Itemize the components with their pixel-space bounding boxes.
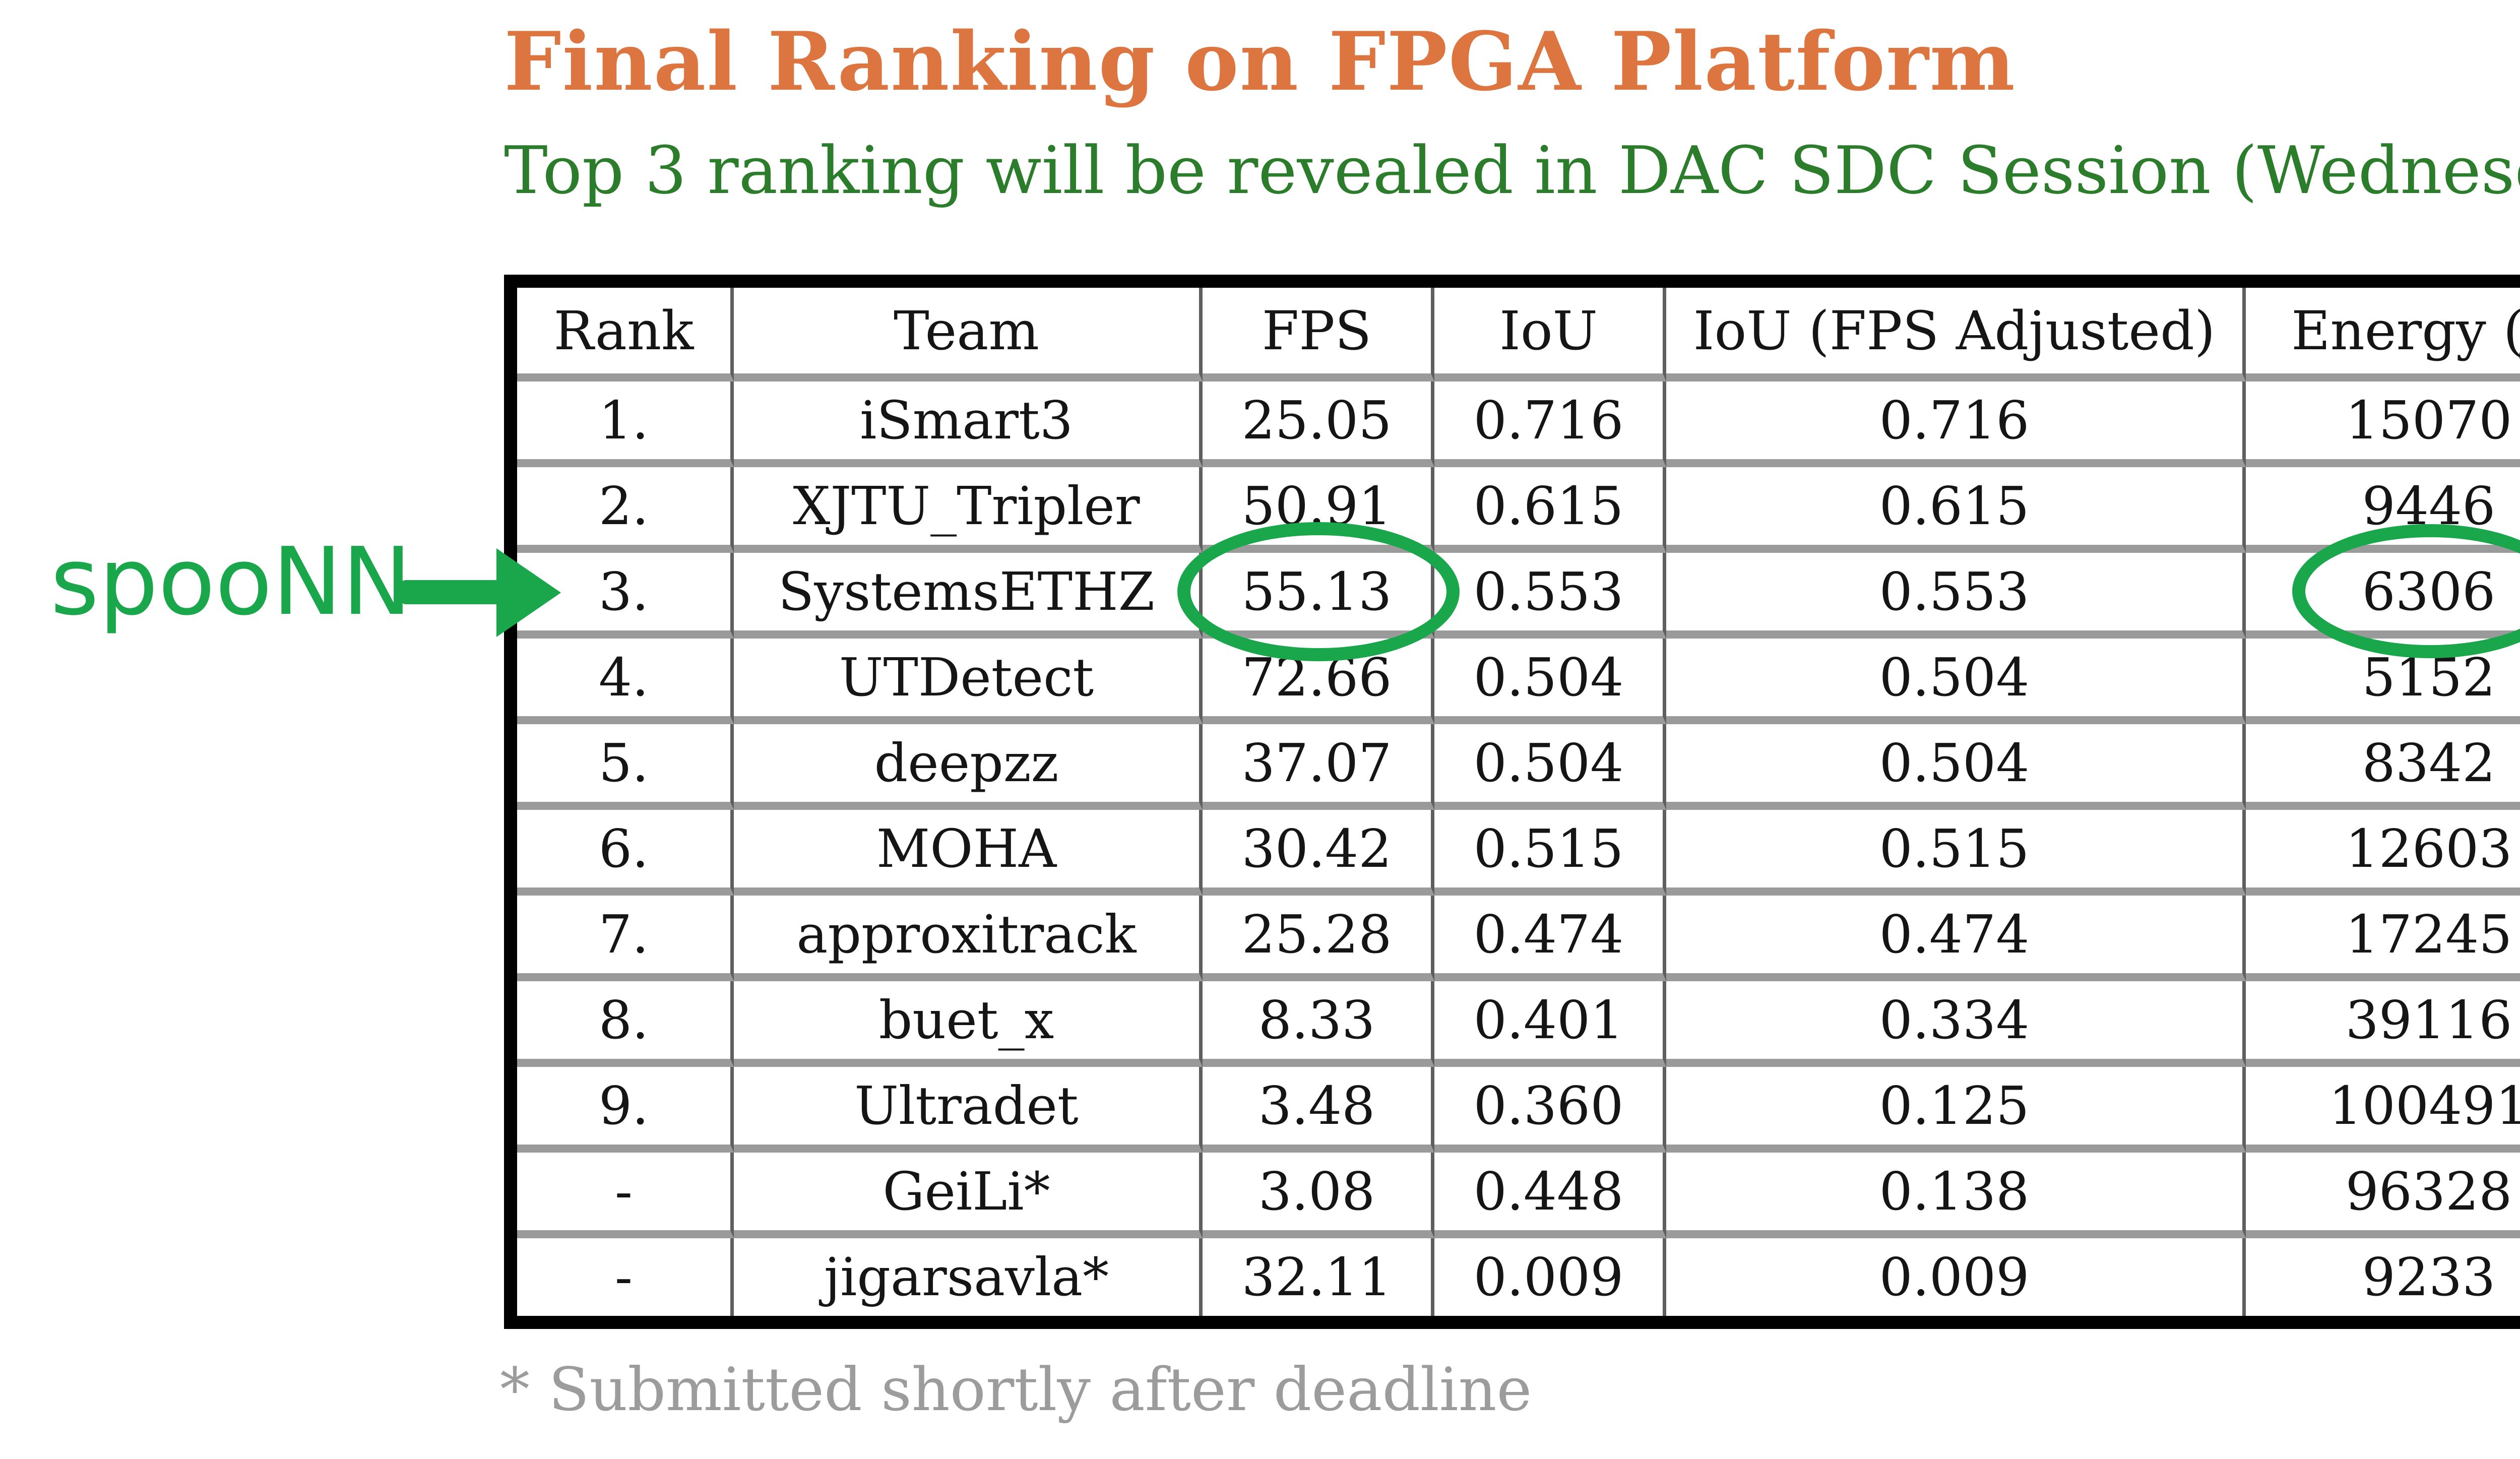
column-header: FPS xyxy=(1203,288,1434,382)
table-cell: 8342 xyxy=(2246,724,2520,810)
table-cell: 25.28 xyxy=(1203,896,1434,981)
column-header: IoU (FPS Adjusted) xyxy=(1666,288,2246,382)
table-cell: 3.08 xyxy=(1203,1153,1434,1238)
table-cell: 0.474 xyxy=(1666,896,2246,981)
table-cell: 4. xyxy=(517,639,734,724)
column-header: Energy (J) xyxy=(2246,288,2520,382)
table-cell: 2. xyxy=(517,467,734,553)
table-cell: 37.07 xyxy=(1203,724,1434,810)
table-cell: 17245 xyxy=(2246,896,2520,981)
table-cell: 8.33 xyxy=(1203,981,1434,1067)
column-header: Team xyxy=(734,288,1203,382)
table-cell: 15070 xyxy=(2246,382,2520,467)
table-cell: 0.504 xyxy=(1434,724,1666,810)
table-cell: 0.334 xyxy=(1666,981,2246,1067)
page-title: Final Ranking on FPGA Platform xyxy=(504,14,2016,109)
table-cell: jigarsavla* xyxy=(734,1238,1203,1316)
column-header: Rank xyxy=(517,288,734,382)
right-arrow-icon xyxy=(401,580,508,604)
table-cell: XJTU_Tripler xyxy=(734,467,1203,553)
table-cell: UTDetect xyxy=(734,639,1203,724)
table-cell: Ultradet xyxy=(734,1067,1203,1153)
table-cell: GeiLi* xyxy=(734,1153,1203,1238)
table-cell: approxitrack xyxy=(734,896,1203,981)
table-cell: 0.615 xyxy=(1666,467,2246,553)
table-cell: 100491 xyxy=(2246,1067,2520,1153)
table-cell: buet_x xyxy=(734,981,1203,1067)
table-cell: 0.474 xyxy=(1434,896,1666,981)
page-subtitle: Top 3 ranking will be revealed in DAC SD… xyxy=(504,132,2520,209)
right-arrow-head-icon xyxy=(496,548,561,637)
table-cell: 0.515 xyxy=(1666,810,2246,896)
table-cell: 1. xyxy=(517,382,734,467)
table-cell: 3.48 xyxy=(1203,1067,1434,1153)
table-cell: 0.448 xyxy=(1434,1153,1666,1238)
table-cell: 5. xyxy=(517,724,734,810)
footnote: * Submitted shortly after deadline xyxy=(500,1355,1532,1424)
table-cell: deepzz xyxy=(734,724,1203,810)
table-cell: 0.401 xyxy=(1434,981,1666,1067)
table-cell: 0.009 xyxy=(1434,1238,1666,1316)
table-cell: 0.360 xyxy=(1434,1067,1666,1153)
table-cell: 0.716 xyxy=(1666,382,2246,467)
table-cell: 12603 xyxy=(2246,810,2520,896)
table-cell: 7. xyxy=(517,896,734,981)
table-cell: 6. xyxy=(517,810,734,896)
table-cell: - xyxy=(517,1153,734,1238)
table-cell: 0.125 xyxy=(1666,1067,2246,1153)
table-cell: 0.553 xyxy=(1434,553,1666,639)
table-cell: 96328 xyxy=(2246,1153,2520,1238)
annotation-label: spooNN xyxy=(50,527,412,636)
highlight-ellipse-fps xyxy=(1177,522,1460,661)
table-cell: 0.504 xyxy=(1434,639,1666,724)
table-cell: 39116 xyxy=(2246,981,2520,1067)
table-cell: SystemsETHZ xyxy=(734,553,1203,639)
table-cell: 0.504 xyxy=(1666,639,2246,724)
table-cell: - xyxy=(517,1238,734,1316)
table-cell: 30.42 xyxy=(1203,810,1434,896)
table-cell: 25.05 xyxy=(1203,382,1434,467)
table-cell: 9233 xyxy=(2246,1238,2520,1316)
table-cell: 0.553 xyxy=(1666,553,2246,639)
table-cell: 8. xyxy=(517,981,734,1067)
table-cell: 32.11 xyxy=(1203,1238,1434,1316)
table-cell: 0.138 xyxy=(1666,1153,2246,1238)
table-cell: 0.009 xyxy=(1666,1238,2246,1316)
table-cell: MOHA xyxy=(734,810,1203,896)
table-cell: 0.504 xyxy=(1666,724,2246,810)
table-cell: 9. xyxy=(517,1067,734,1153)
table-cell: 0.615 xyxy=(1434,467,1666,553)
table-cell: iSmart3 xyxy=(734,382,1203,467)
column-header: IoU xyxy=(1434,288,1666,382)
table-cell: 3. xyxy=(517,553,734,639)
table-cell: 0.515 xyxy=(1434,810,1666,896)
table-cell: 0.716 xyxy=(1434,382,1666,467)
